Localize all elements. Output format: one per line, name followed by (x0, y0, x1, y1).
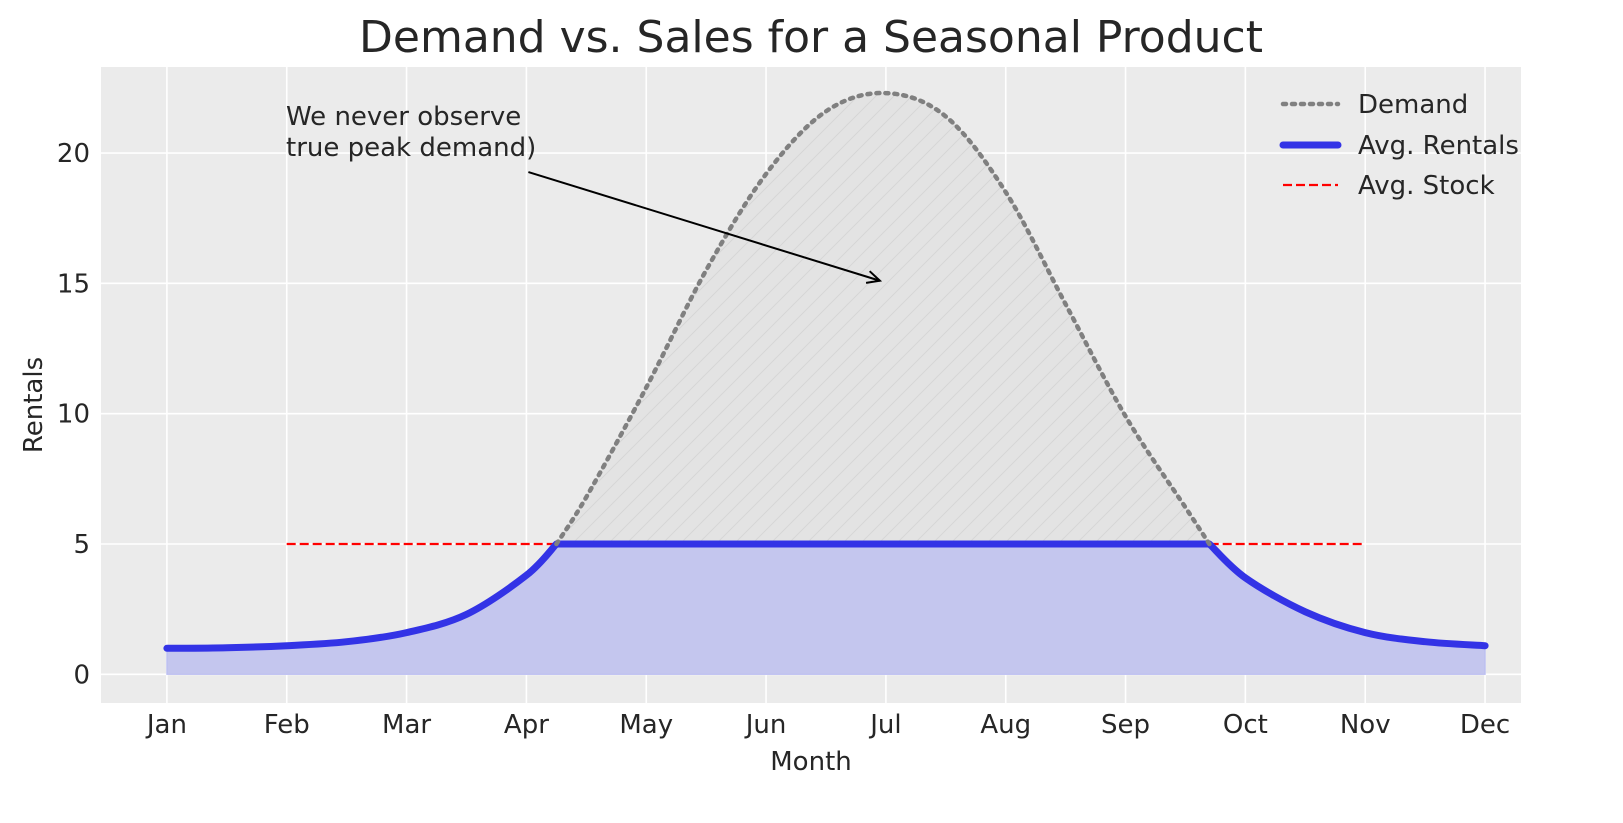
legend-label: Avg. Stock (1358, 171, 1495, 201)
y-tick-label: 5 (73, 530, 90, 560)
avg-rentals-line (163, 540, 1489, 652)
annotation-arrow-line (528, 171, 881, 282)
x-tick-label: Jun (744, 710, 787, 740)
x-tick-label: Jul (868, 710, 901, 740)
tick-labels: Jan Feb Mar Apr May Jun Jul Aug Sep Oct Nov Dec 0 5 10… (57, 139, 1510, 740)
area-fills (166, 93, 1486, 675)
chart-title: Demand vs. Sales for a Seasonal Product (359, 12, 1263, 63)
y-tick-label: 0 (73, 660, 90, 690)
x-tick-label: Jan (145, 710, 187, 740)
demand-line (554, 90, 1212, 547)
x-tick-label: Feb (264, 710, 310, 740)
legend-label: Avg. Rentals (1358, 131, 1519, 161)
y-tick-label: 10 (57, 400, 90, 430)
annotation-text-line: We never observe (286, 102, 521, 132)
x-tick-label: Aug (980, 710, 1031, 740)
x-tick-label: Dec (1460, 710, 1510, 740)
x-axis-label: Month (770, 747, 852, 777)
legend: Demand Avg. Rentals Avg. Stock (1279, 90, 1519, 201)
annotation-arrow-head (865, 270, 883, 284)
x-tick-label: Oct (1223, 710, 1268, 740)
x-tick-label: Nov (1340, 710, 1391, 740)
y-tick-label: 20 (57, 139, 90, 169)
legend-label: Demand (1358, 90, 1468, 120)
series-lines (163, 90, 1489, 652)
x-tick-label: Apr (504, 710, 549, 740)
x-tick-label: Mar (382, 710, 431, 740)
x-tick-label: May (619, 710, 673, 740)
y-axis-label: Rentals (19, 357, 49, 453)
y-tick-label: 15 (57, 269, 90, 299)
demand-area-hatch (556, 93, 1210, 545)
annotation-text-line: true peak demand) (286, 133, 536, 163)
x-tick-label: Sep (1101, 710, 1150, 740)
